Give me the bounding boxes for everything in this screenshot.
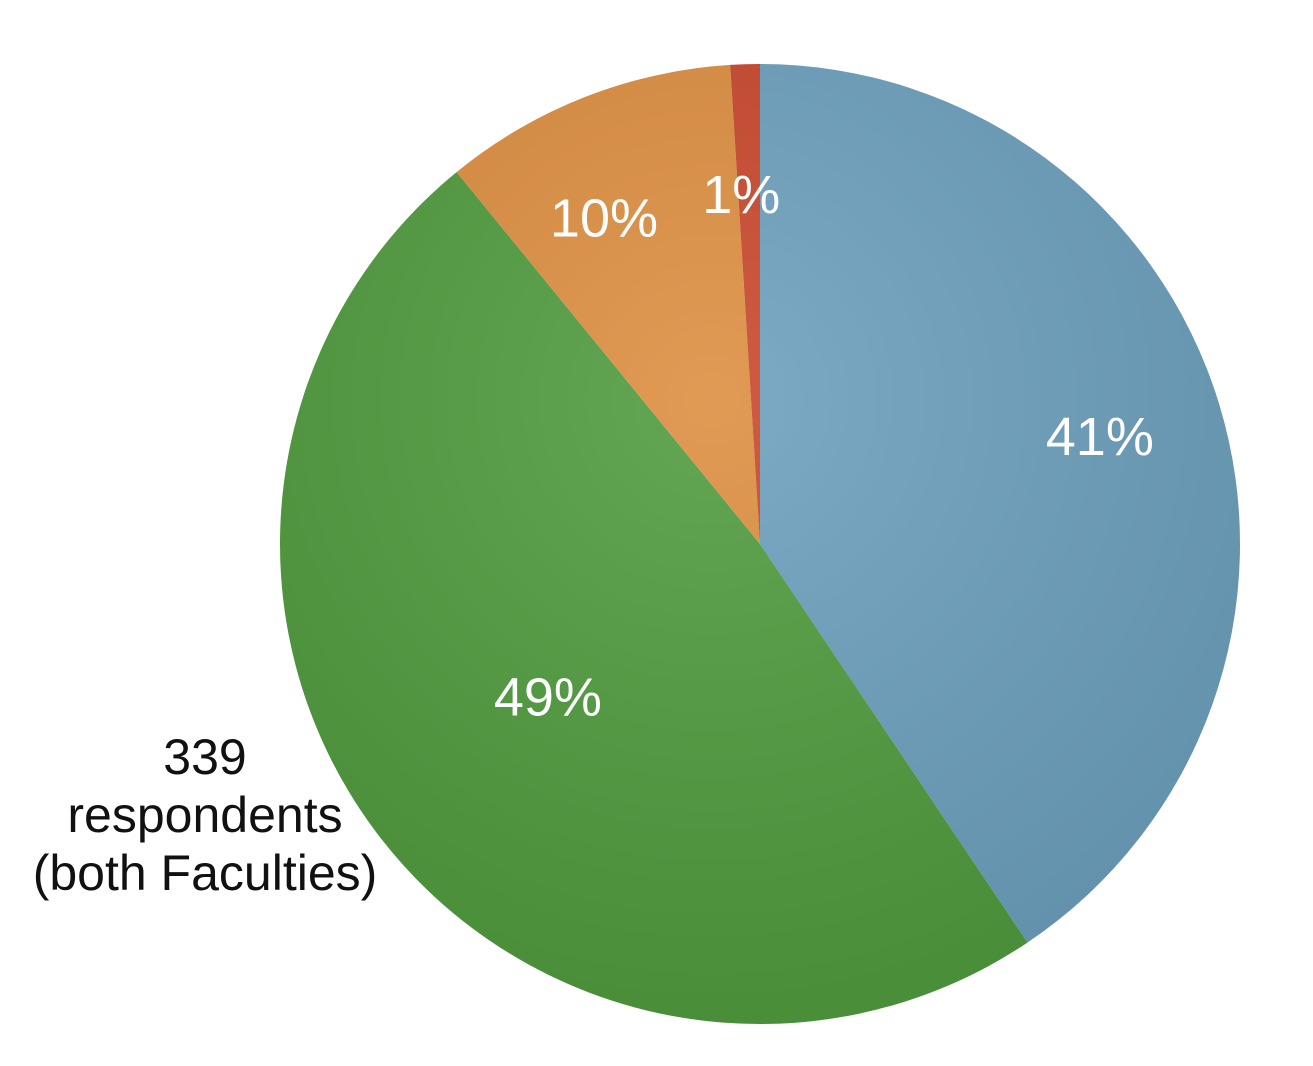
slice-label-1: 41% (1046, 407, 1154, 467)
annotation-line-faculties: (both Faculties) (32, 845, 378, 901)
annotation-line-respondents: respondents (67, 787, 343, 843)
slice-label-2: 49% (494, 667, 602, 727)
slice-label-4: 1% (702, 165, 780, 225)
slice-label-3: 10% (550, 188, 658, 248)
respondents-annotation: 339 respondents (both Faculties) (0, 728, 410, 902)
annotation-line-count: 339 (163, 729, 247, 785)
labels-group: 41% 49% 10% 1% (494, 165, 1154, 728)
